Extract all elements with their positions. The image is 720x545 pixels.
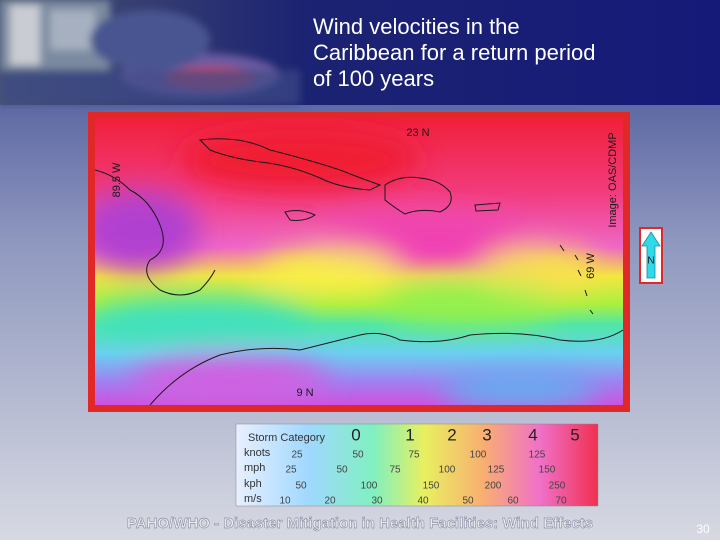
speed-value: 150 [539, 465, 556, 476]
speed-value: 100 [470, 450, 487, 461]
category-label: 0 [351, 425, 360, 444]
speed-value: 75 [408, 450, 420, 461]
north-label: N [647, 256, 654, 267]
speed-value: 50 [336, 465, 348, 476]
speed-value: 125 [529, 450, 546, 461]
coastlines [95, 138, 623, 405]
category-label: 1 [405, 425, 414, 444]
page-number: 30 [696, 522, 710, 536]
speed-value: 10 [279, 496, 291, 507]
unit-label: knots [244, 447, 271, 459]
speed-value: 60 [507, 496, 519, 507]
speed-value: 40 [417, 496, 429, 507]
credit: Image: OAS/CDMP [607, 132, 619, 227]
title-line: Caribbean for a return period [313, 40, 596, 65]
title-line: Wind velocities in the [313, 14, 520, 39]
speed-value: 125 [488, 465, 505, 476]
footer: PAHO/WHO - Disaster Mitigation in Health… [127, 515, 593, 532]
speed-value: 50 [295, 481, 307, 492]
map [95, 118, 623, 405]
speed-value: 30 [371, 496, 383, 507]
unit-label: mph [244, 462, 265, 474]
speed-value: 20 [324, 496, 336, 507]
speed-value: 70 [555, 496, 567, 507]
speed-value: 50 [462, 496, 474, 507]
speed-value: 100 [361, 481, 378, 492]
category-label: 2 [447, 425, 456, 444]
lon-label: 69 W [585, 253, 597, 279]
category-label: 4 [528, 425, 537, 444]
unit-label: m/s [244, 493, 262, 505]
lat-label: 23 N [406, 127, 429, 139]
north-arrow: N [639, 227, 663, 284]
speed-value: 50 [352, 450, 364, 461]
unit-label: kph [244, 478, 262, 490]
category-label: 5 [570, 425, 579, 444]
legend-title: Storm Category [248, 432, 326, 444]
speed-value: 75 [389, 465, 401, 476]
banner-photo [0, 0, 300, 105]
lat-label: 9 N [296, 387, 313, 399]
speed-value: 25 [285, 465, 297, 476]
speed-value: 150 [423, 481, 440, 492]
speed-value: 25 [291, 450, 303, 461]
map-labels: 23 N 89.5 W Image: OAS/CDMP 69 W 9 N [111, 127, 619, 399]
speed-value: 100 [439, 465, 456, 476]
title-line: of 100 years [313, 66, 434, 91]
lon-label: 89.5 W [111, 162, 123, 197]
category-label: 3 [482, 425, 491, 444]
speed-value: 200 [485, 481, 502, 492]
speed-value: 250 [549, 481, 566, 492]
